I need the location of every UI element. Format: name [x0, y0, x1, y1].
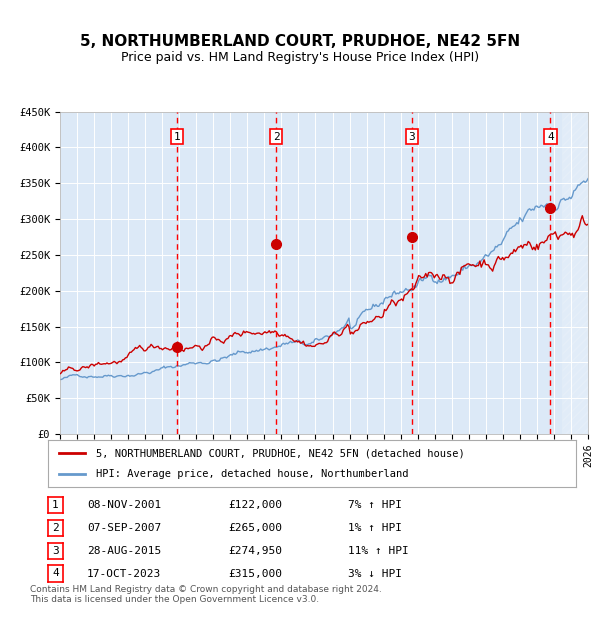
Bar [562, 112, 588, 434]
Text: £274,950: £274,950 [228, 546, 282, 556]
Text: 5, NORTHUMBERLAND COURT, PRUDHOE, NE42 5FN (detached house): 5, NORTHUMBERLAND COURT, PRUDHOE, NE42 5… [95, 448, 464, 458]
Text: 28-AUG-2015: 28-AUG-2015 [87, 546, 161, 556]
Text: 4: 4 [52, 569, 59, 578]
Text: 17-OCT-2023: 17-OCT-2023 [87, 569, 161, 579]
Text: £265,000: £265,000 [228, 523, 282, 533]
Text: 1: 1 [173, 131, 180, 142]
Text: 08-NOV-2001: 08-NOV-2001 [87, 500, 161, 510]
Text: 3: 3 [409, 131, 415, 142]
Text: 1: 1 [52, 500, 59, 510]
Text: 2: 2 [52, 523, 59, 533]
Text: 5, NORTHUMBERLAND COURT, PRUDHOE, NE42 5FN: 5, NORTHUMBERLAND COURT, PRUDHOE, NE42 5… [80, 34, 520, 49]
Text: 11% ↑ HPI: 11% ↑ HPI [348, 546, 409, 556]
Text: 7% ↑ HPI: 7% ↑ HPI [348, 500, 402, 510]
Text: £122,000: £122,000 [228, 500, 282, 510]
Text: 2: 2 [273, 131, 280, 142]
Text: 1% ↑ HPI: 1% ↑ HPI [348, 523, 402, 533]
Text: 3: 3 [52, 546, 59, 556]
Text: Contains HM Land Registry data © Crown copyright and database right 2024.
This d: Contains HM Land Registry data © Crown c… [30, 585, 382, 604]
Text: 07-SEP-2007: 07-SEP-2007 [87, 523, 161, 533]
Text: HPI: Average price, detached house, Northumberland: HPI: Average price, detached house, Nort… [95, 469, 408, 479]
Text: Price paid vs. HM Land Registry's House Price Index (HPI): Price paid vs. HM Land Registry's House … [121, 51, 479, 64]
Text: 3% ↓ HPI: 3% ↓ HPI [348, 569, 402, 579]
Text: 4: 4 [547, 131, 554, 142]
Text: £315,000: £315,000 [228, 569, 282, 579]
